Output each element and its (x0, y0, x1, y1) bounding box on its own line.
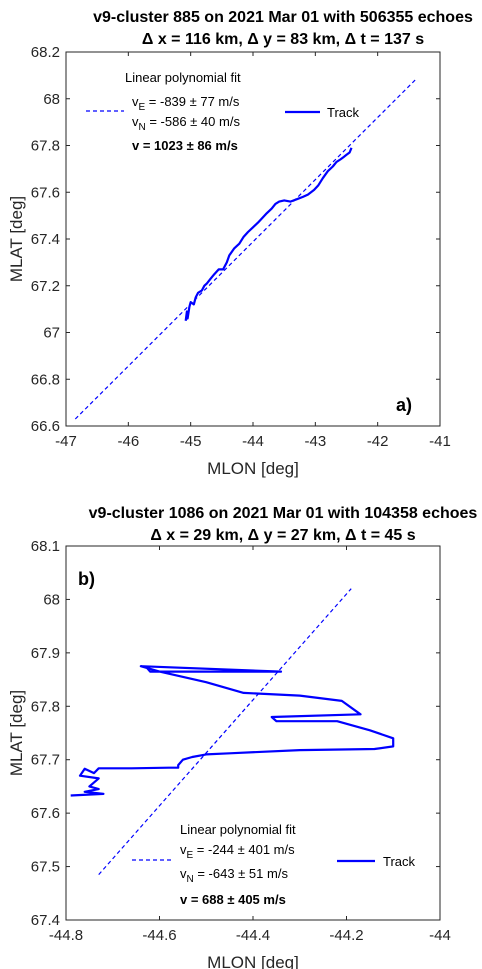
y-tick-label: 68.1 (31, 538, 60, 555)
legend-ve: vE = -244 ± 401 m/s (180, 842, 295, 861)
track-line (70, 665, 395, 797)
fit-line (98, 588, 352, 875)
legend-fit-title: Linear polynomial fit (125, 70, 241, 85)
y-tick-label: 67 (43, 325, 60, 342)
chart-panel-1: v9-cluster 1086 on 2021 Mar 01 with 1043… (7, 505, 477, 969)
x-axis-label: MLON [deg] (207, 459, 299, 478)
legend-v-total: v = 1023 ± 86 m/s (132, 138, 238, 153)
legend-track-label: Track (383, 854, 416, 869)
legend-ve-subscript: E (139, 102, 146, 113)
chart-title: v9-cluster 885 on 2021 Mar 01 with 50635… (93, 9, 473, 26)
fit-line (74, 79, 416, 420)
legend-ve-symbol: v (132, 94, 139, 109)
x-tick-label: -44 (242, 433, 264, 450)
legend-vn-value: = -643 ± 51 m/s (194, 866, 289, 881)
chart-title: v9-cluster 1086 on 2021 Mar 01 with 1043… (89, 505, 478, 522)
y-tick-label: 66.8 (31, 371, 60, 388)
legend-vn: vN = -643 ± 51 m/s (180, 866, 288, 885)
x-tick-label: -44 (429, 927, 451, 944)
y-tick-label: 67.8 (31, 138, 60, 155)
y-tick-label: 67.9 (31, 645, 60, 662)
x-tick-label: -43 (304, 433, 326, 450)
x-tick-label: -42 (367, 433, 389, 450)
legend-ve-value: = -244 ± 401 m/s (193, 842, 295, 857)
x-tick-label: -47 (55, 433, 77, 450)
y-tick-label: 68.2 (31, 44, 60, 61)
x-tick-label: -44.6 (142, 927, 176, 944)
legend-vn-symbol: v (180, 866, 187, 881)
legend-ve: vE = -839 ± 77 m/s (132, 94, 240, 113)
y-tick-label: 67.6 (31, 184, 60, 201)
x-axis-label: MLON [deg] (207, 953, 299, 969)
plot-area (65, 51, 441, 427)
y-axis-label: MLAT [deg] (7, 196, 26, 282)
y-tick-label: 68 (43, 591, 60, 608)
x-tick-label: -44.4 (236, 927, 270, 944)
chart-subtitle: Δ x = 29 km, Δ y = 27 km, Δ t = 45 s (150, 527, 415, 544)
legend-track-label: Track (327, 105, 360, 120)
panel-label: a) (396, 395, 412, 415)
y-tick-label: 68 (43, 91, 60, 108)
legend-ve-value: = -839 ± 77 m/s (145, 94, 240, 109)
y-axis-label: MLAT [deg] (7, 690, 26, 776)
y-tick-label: 66.6 (31, 418, 60, 435)
legend-vn-subscript: N (139, 122, 146, 133)
legend-ve-subscript: E (187, 850, 194, 861)
x-tick-label: -46 (117, 433, 139, 450)
x-tick-label: -44.8 (49, 927, 83, 944)
track-line (184, 147, 353, 321)
y-tick-label: 67.8 (31, 698, 60, 715)
legend-ve-symbol: v (180, 842, 187, 857)
legend-v-total: v = 688 ± 405 m/s (180, 892, 286, 907)
x-tick-label: -44.2 (329, 927, 363, 944)
chart-subtitle: Δ x = 116 km, Δ y = 83 km, Δ t = 137 s (142, 31, 424, 48)
y-tick-label: 67.6 (31, 805, 60, 822)
y-tick-label: 67.7 (31, 752, 60, 769)
legend-vn: vN = -586 ± 40 m/s (132, 114, 240, 133)
legend-vn-subscript: N (187, 874, 194, 885)
x-tick-label: -45 (180, 433, 202, 450)
x-tick-label: -41 (429, 433, 451, 450)
panel-label: b) (78, 569, 95, 589)
y-tick-label: 67.5 (31, 859, 60, 876)
y-tick-label: 67.2 (31, 278, 60, 295)
legend-vn-value: = -586 ± 40 m/s (146, 114, 241, 129)
chart-panel-0: v9-cluster 885 on 2021 Mar 01 with 50635… (7, 9, 473, 478)
y-tick-label: 67.4 (31, 231, 60, 248)
y-tick-label: 67.4 (31, 912, 60, 929)
legend-vn-symbol: v (132, 114, 139, 129)
legend-fit-title: Linear polynomial fit (180, 822, 296, 837)
